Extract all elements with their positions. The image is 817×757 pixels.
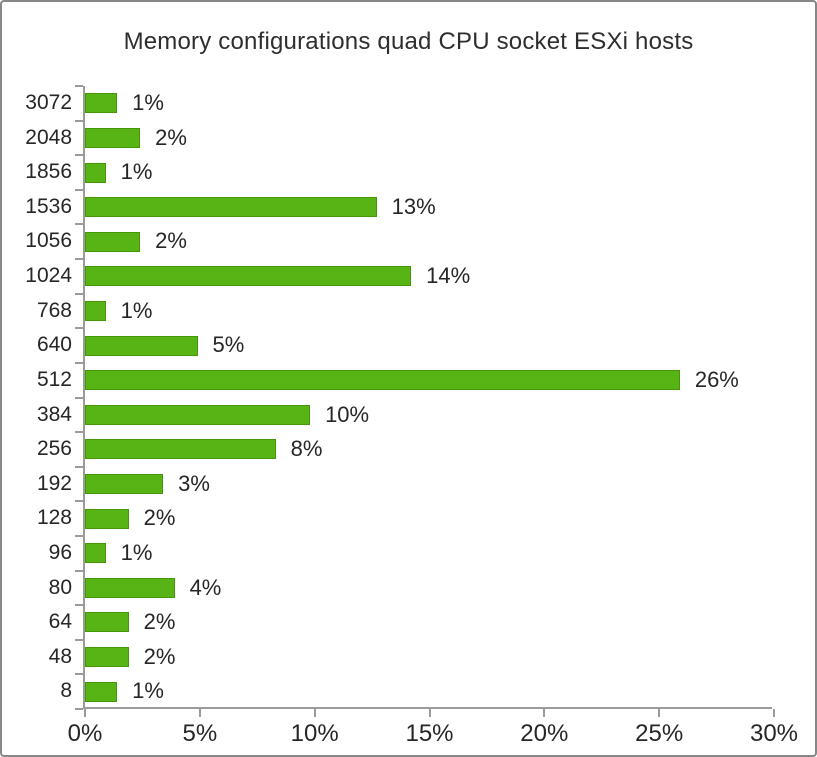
y-axis-tick — [75, 465, 83, 468]
category-label: 48 — [48, 644, 72, 668]
bar-value-label: 4% — [189, 574, 222, 600]
bar-value-label: 2% — [143, 609, 176, 635]
bar — [85, 439, 276, 460]
bar — [85, 681, 118, 702]
x-axis-tick-label: 0% — [67, 720, 103, 747]
bar — [85, 577, 175, 598]
bar — [85, 335, 198, 356]
category-label: 3072 — [25, 91, 72, 114]
category-label: 96 — [48, 540, 72, 564]
x-axis-tick — [773, 709, 775, 717]
category-label: 384 — [36, 402, 72, 426]
x-axis-tick — [84, 709, 86, 717]
category-label: 64 — [48, 610, 72, 634]
category-label: 256 — [36, 437, 72, 461]
bar-value-label: 14% — [426, 263, 471, 289]
category-label: 192 — [36, 471, 72, 495]
bar — [85, 266, 412, 287]
category-label: 8 — [60, 679, 72, 703]
x-axis-tick-label: 10% — [290, 720, 339, 747]
y-axis-tick — [75, 258, 83, 261]
bar — [85, 404, 311, 425]
chart-title: Memory configurations quad CPU socket ES… — [123, 28, 694, 55]
category-label: 512 — [36, 367, 72, 391]
bar-value-label: 1% — [132, 678, 164, 704]
category-label: 1024 — [25, 264, 72, 288]
category-label: 1056 — [25, 229, 72, 253]
y-axis-tick — [75, 604, 83, 607]
category-label: 640 — [36, 333, 72, 357]
plot-area: 1% 3072 2% 2048 1% 1856 13% 1536 2% 1056 14% 1024 1%… — [25, 85, 798, 747]
y-axis-tick — [75, 708, 83, 710]
bar-value-label: 2% — [155, 228, 187, 254]
y-axis-tick — [75, 431, 83, 434]
bar-value-label: 1% — [120, 297, 153, 323]
bar-value-label: 2% — [143, 505, 176, 531]
bar-value-label: 1% — [120, 539, 153, 565]
bar-value-label: 8% — [290, 436, 323, 462]
category-label: 768 — [36, 298, 72, 322]
y-axis-tick — [75, 361, 83, 364]
bar-value-label: 1% — [132, 90, 164, 115]
bar-value-label: 10% — [325, 401, 370, 427]
x-axis-tick — [543, 709, 546, 717]
bar — [85, 647, 129, 668]
x-axis-tick-label: 5% — [182, 720, 218, 747]
bar — [85, 508, 129, 529]
y-axis-tick — [75, 569, 83, 572]
x-axis-tick-label: 15% — [405, 720, 454, 747]
y-axis-tick — [75, 396, 83, 399]
bar-value-label: 5% — [212, 332, 245, 358]
x-axis-tick — [198, 709, 201, 717]
bar — [85, 197, 377, 218]
y-axis-tick — [75, 500, 83, 503]
bar-value-label: 26% — [694, 366, 739, 392]
x-axis-tick — [313, 709, 316, 717]
bar — [85, 543, 106, 564]
x-axis-tick — [428, 709, 431, 717]
bar — [85, 300, 106, 321]
bar — [85, 127, 141, 148]
y-axis-tick — [75, 154, 83, 157]
bar-value-label: 2% — [155, 124, 187, 150]
bar-value-label: 2% — [143, 643, 176, 669]
category-label: 80 — [48, 575, 72, 599]
x-axis-tick — [658, 709, 661, 717]
y-axis-tick — [75, 534, 83, 537]
x-axis-tick-label: 25% — [635, 720, 684, 747]
category-label: 1856 — [25, 160, 72, 184]
y-axis-tick — [75, 673, 83, 676]
bar-value-label: 1% — [120, 159, 153, 185]
y-axis-tick — [75, 327, 83, 330]
y-axis-tick — [75, 223, 83, 226]
bar-value-label: 13% — [391, 193, 436, 219]
bar — [85, 370, 680, 391]
y-axis-tick — [75, 119, 83, 122]
bar — [85, 162, 106, 183]
y-axis-tick — [75, 85, 83, 87]
y-axis-tick — [75, 292, 83, 295]
y-axis-tick — [75, 638, 83, 641]
category-label: 2048 — [25, 125, 72, 149]
x-axis-tick-label: 20% — [520, 720, 569, 747]
category-label: 1536 — [25, 194, 72, 218]
x-axis-tick-label: 30% — [749, 720, 799, 747]
bar-value-label: 3% — [178, 470, 210, 496]
bar — [85, 231, 141, 252]
y-axis-tick — [75, 188, 83, 191]
category-label: 128 — [36, 506, 72, 530]
bar — [85, 612, 129, 633]
bar — [85, 474, 164, 495]
bar — [85, 93, 118, 114]
